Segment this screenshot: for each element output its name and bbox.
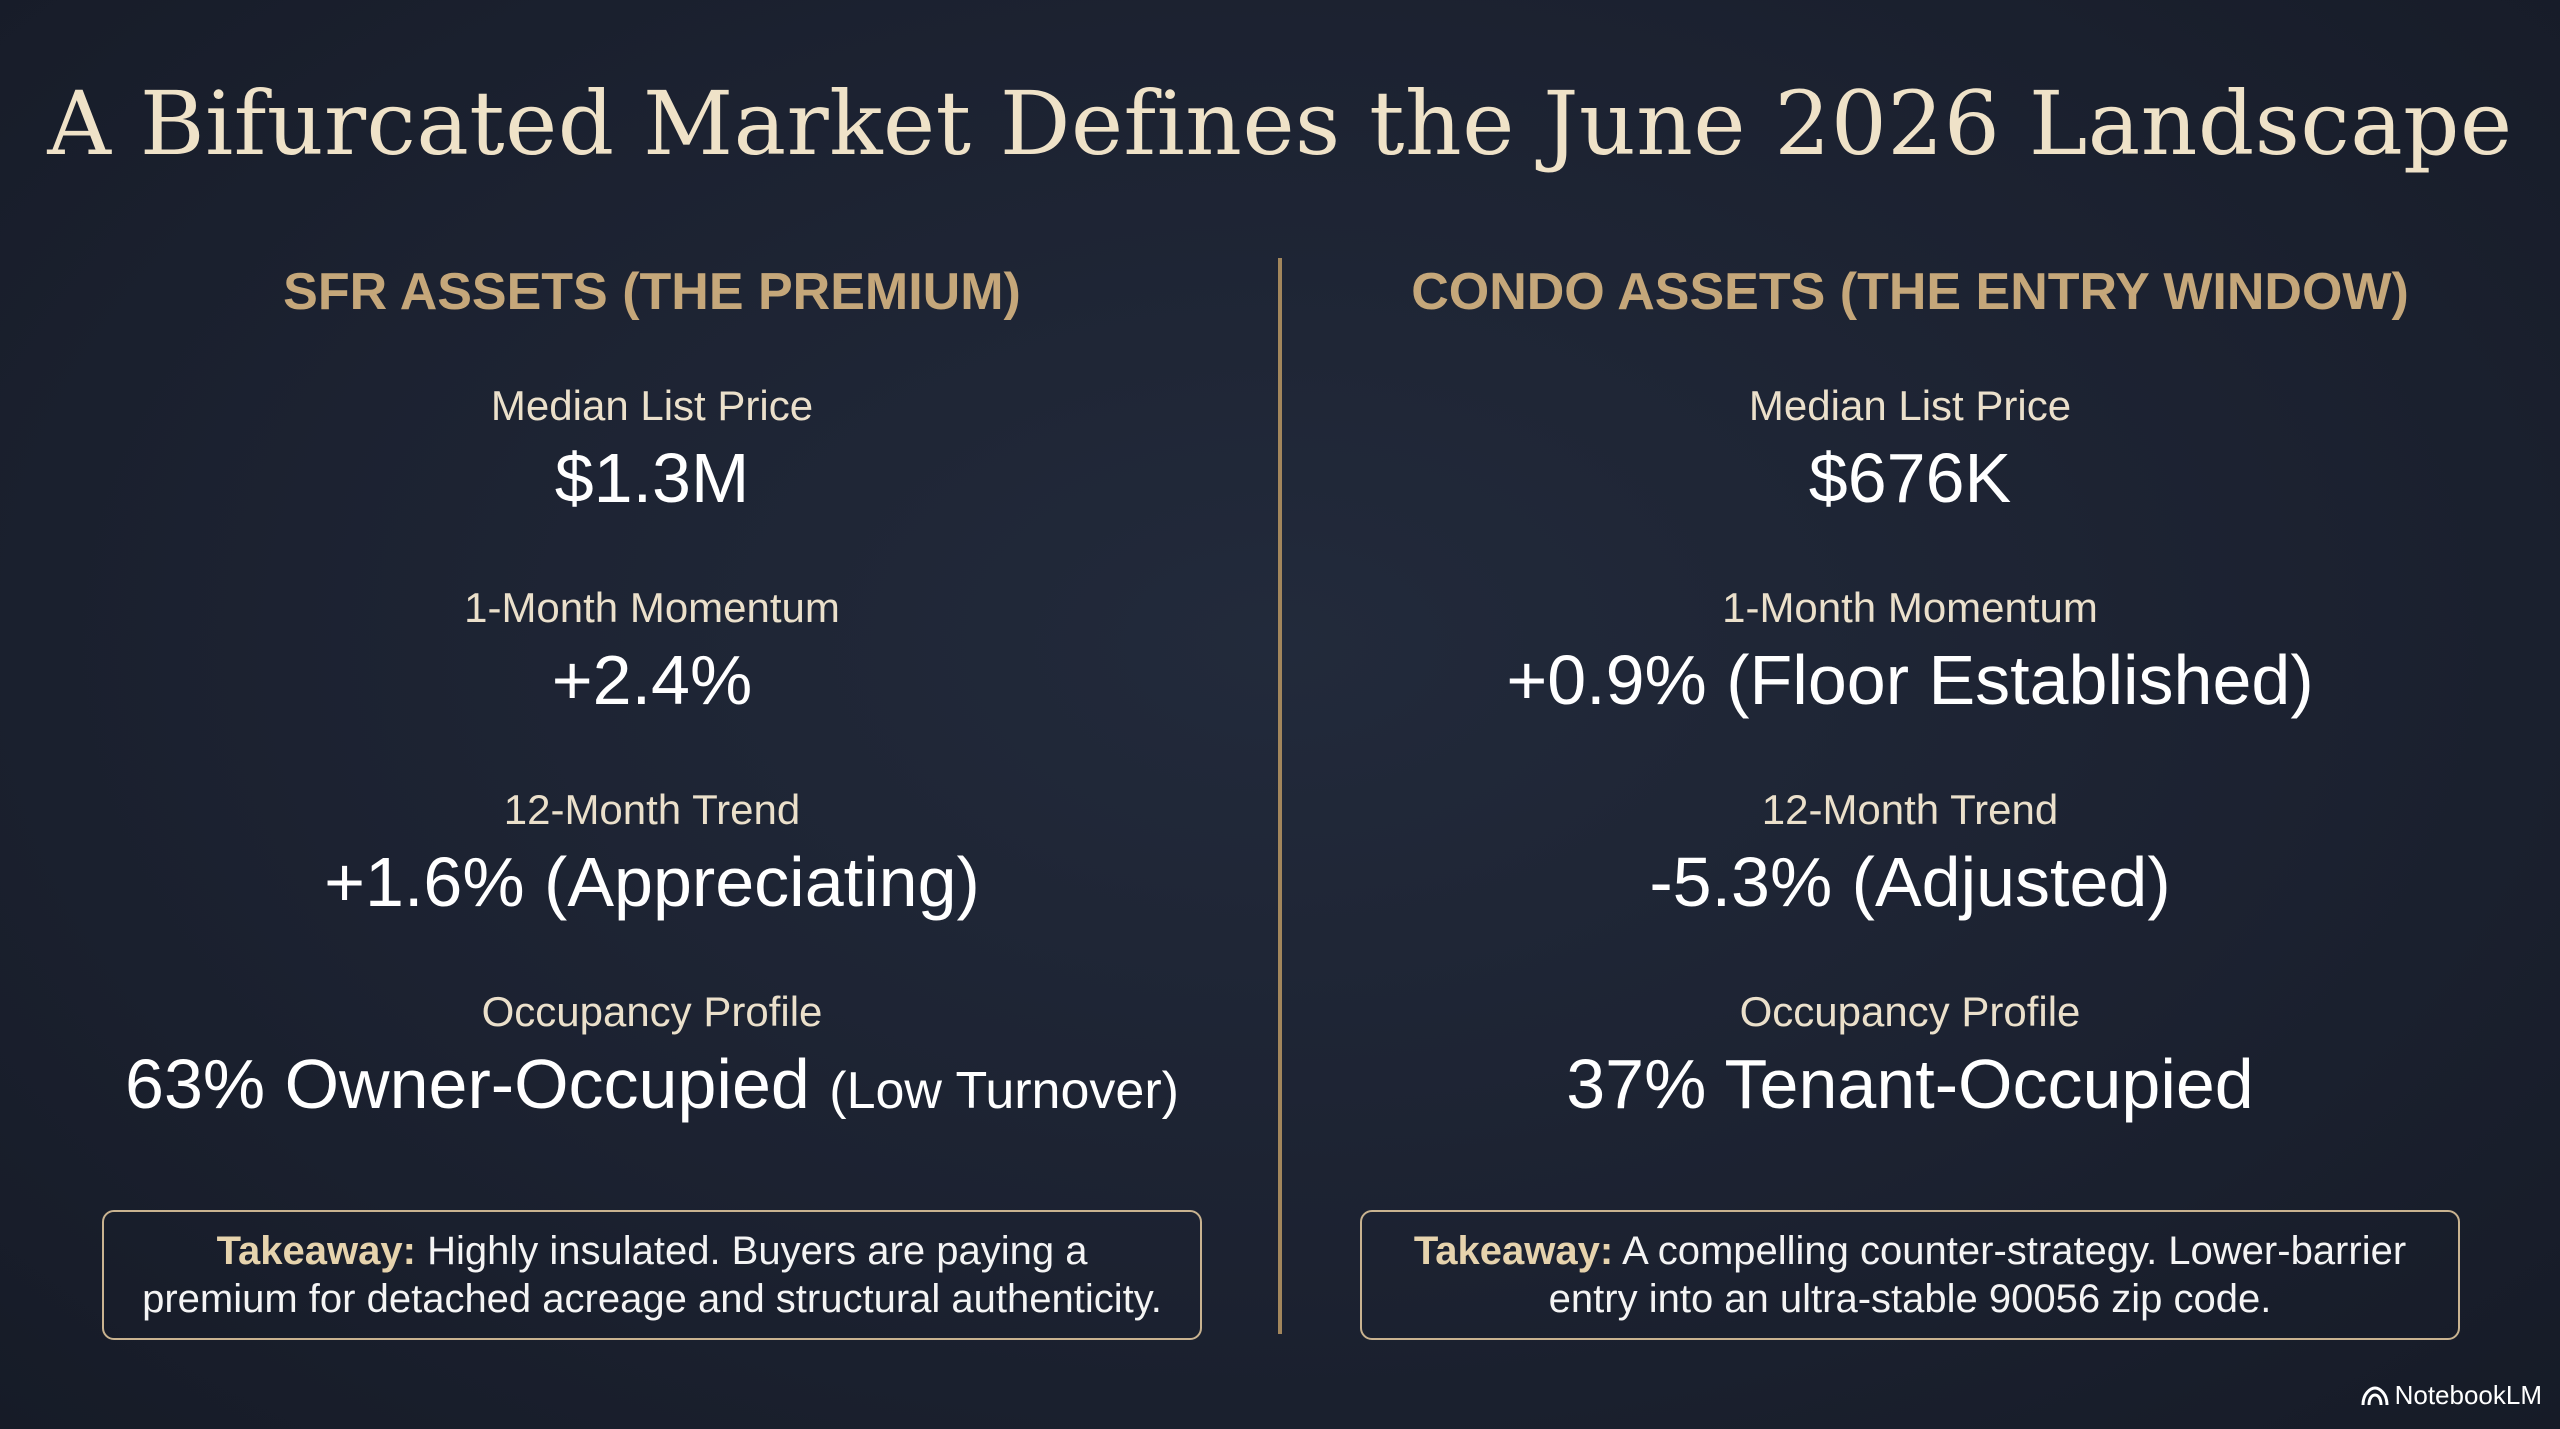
- metric-label: 1-Month Momentum: [464, 584, 840, 631]
- brand-name: NotebookLM: [2394, 1380, 2542, 1410]
- takeaway-label: Takeaway:: [216, 1229, 416, 1273]
- column-divider: [1278, 258, 1282, 1334]
- sfr-occupancy-profile: Occupancy Profile 63% Owner-Occupied (Lo…: [82, 986, 1222, 1133]
- notebooklm-watermark: NotebookLM: [2361, 1380, 2542, 1411]
- condo-twelve-month-trend: 12-Month Trend -5.3% (Adjusted): [1340, 784, 2480, 924]
- sfr-one-month-momentum: 1-Month Momentum +2.4%: [82, 582, 1222, 722]
- takeaway-text: Highly insulated. Buyers are paying a pr…: [142, 1229, 1162, 1321]
- condo-median-list-price: Median List Price $676K: [1340, 380, 2480, 520]
- metric-value-suffix: (Low Turnover): [829, 1062, 1179, 1120]
- metric-label: 12-Month Trend: [1761, 786, 2059, 833]
- metric-label: 12-Month Trend: [503, 786, 801, 833]
- metric-value-text: $676K: [1808, 439, 2012, 517]
- metric-value: $676K: [1340, 436, 2480, 520]
- takeaway-text: A compelling counter-strategy. Lower-bar…: [1548, 1229, 2407, 1321]
- metric-label: Occupancy Profile: [481, 988, 823, 1035]
- condo-takeaway-box: Takeaway: A compelling counter-strategy.…: [1360, 1210, 2460, 1340]
- metric-value: +2.4%: [82, 638, 1222, 722]
- metric-value-text: $1.3M: [554, 439, 750, 517]
- metric-value: -5.3% (Adjusted): [1340, 840, 2480, 924]
- sfr-median-list-price: Median List Price $1.3M: [82, 380, 1222, 520]
- metric-label: Median List Price: [1748, 382, 2072, 429]
- metric-value: $1.3M: [82, 436, 1222, 520]
- sfr-column: SFR ASSETS (THE PREMIUM) Median List Pri…: [82, 0, 1222, 1429]
- sfr-takeaway-box: Takeaway: Highly insulated. Buyers are p…: [102, 1210, 1202, 1340]
- sfr-heading: SFR ASSETS (THE PREMIUM): [283, 263, 1021, 321]
- metric-value-text: 37% Tenant-Occupied: [1566, 1045, 2254, 1123]
- notebooklm-logo-icon: [2361, 1385, 2389, 1407]
- sfr-twelve-month-trend: 12-Month Trend +1.6% (Appreciating): [82, 784, 1222, 924]
- condo-occupancy-profile: Occupancy Profile 37% Tenant-Occupied: [1340, 986, 2480, 1126]
- slide-title: A Bifurcated Market Defines the June 202…: [47, 72, 2513, 175]
- metric-value-text: +2.4%: [551, 641, 753, 719]
- takeaway-label: Takeaway:: [1413, 1229, 1614, 1273]
- metric-value-text: 63% Owner-Occupied: [125, 1045, 810, 1123]
- condo-one-month-momentum: 1-Month Momentum +0.9% (Floor Establishe…: [1340, 582, 2480, 722]
- metric-value-text: -5.3% (Adjusted): [1649, 843, 2171, 921]
- metric-label: 1-Month Momentum: [1722, 584, 2098, 631]
- condo-column: CONDO ASSETS (THE ENTRY WINDOW) Median L…: [1340, 0, 2480, 1429]
- takeaway-content: Takeaway: Highly insulated. Buyers are p…: [134, 1227, 1170, 1323]
- metric-value: +1.6% (Appreciating): [82, 840, 1222, 924]
- metric-value-text: +1.6% (Appreciating): [324, 843, 980, 921]
- metric-label: Occupancy Profile: [1739, 988, 2081, 1035]
- condo-heading: CONDO ASSETS (THE ENTRY WINDOW): [1411, 263, 2409, 321]
- metric-value: 37% Tenant-Occupied: [1340, 1042, 2480, 1126]
- metric-value: +0.9% (Floor Established): [1340, 638, 2480, 722]
- metric-value-text: +0.9% (Floor Established): [1506, 641, 2314, 719]
- metric-value: 63% Owner-Occupied (Low Turnover): [82, 1042, 1222, 1133]
- takeaway-content: Takeaway: A compelling counter-strategy.…: [1392, 1227, 2428, 1323]
- metric-label: Median List Price: [490, 382, 814, 429]
